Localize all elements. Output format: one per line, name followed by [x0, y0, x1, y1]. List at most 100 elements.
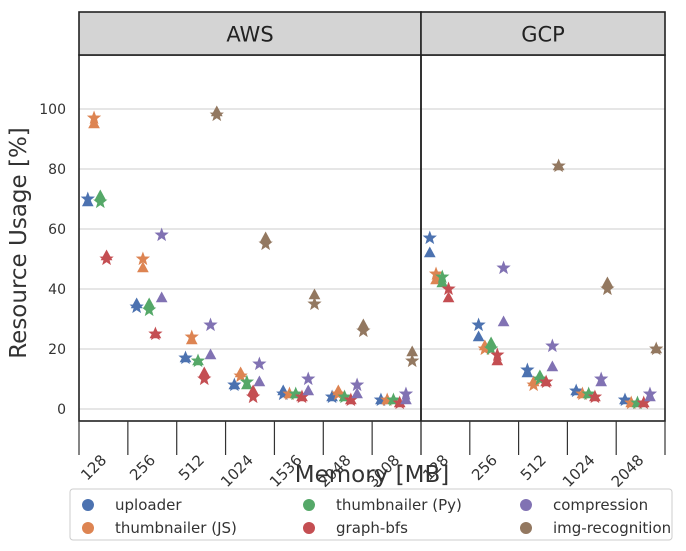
- star-marker: [245, 389, 261, 404]
- y-tick-label: 40: [48, 282, 66, 298]
- panel-strip: [420, 11, 666, 56]
- star-marker: [649, 341, 664, 356]
- legend-label: img-recognition: [553, 519, 671, 537]
- triangle-marker: [155, 291, 168, 303]
- triangle-marker: [472, 330, 485, 342]
- triangle-marker: [436, 276, 449, 288]
- triangle-marker: [88, 117, 100, 129]
- y-tick-label: 100: [39, 102, 66, 118]
- triangle-marker: [442, 291, 455, 303]
- legend-marker: [82, 522, 94, 534]
- legend-marker: [303, 522, 315, 534]
- x-tick-label: 256: [468, 451, 501, 484]
- star-marker: [380, 392, 395, 407]
- star-marker: [636, 395, 651, 410]
- star-marker: [520, 362, 535, 377]
- y-tick-label: 60: [48, 222, 66, 238]
- x-tick-label: 512: [175, 451, 208, 484]
- star-marker: [386, 392, 401, 407]
- star-marker: [129, 299, 144, 314]
- panel-frame: [78, 54, 422, 422]
- star-marker: [551, 158, 566, 173]
- x-tick-label: 256: [126, 451, 159, 484]
- legend-marker: [82, 499, 94, 511]
- star-marker: [324, 389, 340, 404]
- star-marker: [630, 395, 645, 410]
- frame-layer: AWS GCP: [78, 11, 666, 422]
- star-marker: [178, 350, 193, 365]
- star-marker: [227, 377, 242, 392]
- y-tick-label: 0: [57, 402, 66, 418]
- triangle-marker: [204, 348, 217, 360]
- triangle-marker: [497, 315, 510, 327]
- panel-title: GCP: [521, 23, 565, 47]
- star-marker: [93, 194, 108, 209]
- star-marker: [307, 296, 322, 311]
- y-tick-label: 80: [48, 162, 66, 178]
- star-marker: [422, 230, 437, 245]
- y-axis-label: Resource Usage [%]: [6, 127, 32, 359]
- star-marker: [483, 341, 499, 356]
- star-marker: [538, 374, 554, 389]
- legend-label: uploader: [115, 496, 182, 514]
- star-marker: [343, 392, 358, 407]
- star-marker: [569, 383, 584, 398]
- legend-layer: uploader thumbnailer (JS) thumbnailer (Py)…: [69, 488, 673, 541]
- triangle-marker: [423, 246, 436, 258]
- star-marker: [99, 251, 114, 266]
- star-marker: [233, 368, 248, 383]
- star-marker: [86, 110, 102, 125]
- triangle-marker: [406, 345, 419, 357]
- x-axis-label: Memory [MB]: [295, 462, 449, 488]
- triangle-marker: [546, 360, 559, 372]
- star-marker: [135, 251, 151, 266]
- legend-marker: [520, 522, 532, 534]
- star-marker: [600, 281, 615, 296]
- star-marker: [184, 329, 199, 344]
- star-marker: [532, 371, 548, 386]
- star-marker: [197, 371, 212, 386]
- star-marker: [471, 317, 486, 332]
- legend-label: thumbnailer (JS): [115, 519, 237, 537]
- star-marker: [642, 386, 658, 401]
- panel-title: AWS: [226, 23, 273, 47]
- marks-layer: [80, 105, 664, 410]
- x-tick-label: 1024: [217, 451, 257, 491]
- star-marker: [405, 353, 420, 368]
- star-marker: [373, 392, 389, 407]
- star-marker: [190, 353, 206, 368]
- star-marker: [288, 386, 303, 401]
- x-tick-label: 512: [517, 451, 550, 484]
- star-marker: [356, 323, 371, 338]
- star-marker: [337, 389, 352, 404]
- triangle-marker: [302, 384, 315, 396]
- triangle-marker: [137, 261, 149, 273]
- panel-frame: [420, 54, 666, 422]
- legend-label: graph-bfs: [336, 519, 408, 537]
- triangle-marker: [253, 375, 266, 387]
- star-marker: [331, 386, 346, 401]
- star-marker: [545, 338, 560, 353]
- star-marker: [398, 386, 414, 401]
- star-marker: [581, 386, 596, 401]
- star-marker: [441, 281, 456, 296]
- x-tick-label: 128: [77, 451, 110, 484]
- star-marker: [587, 389, 603, 404]
- star-marker: [349, 377, 365, 392]
- star-marker: [617, 392, 633, 407]
- star-marker: [526, 377, 541, 392]
- star-marker: [294, 389, 310, 404]
- legend-marker: [303, 499, 315, 511]
- star-marker: [239, 374, 255, 389]
- triangle-marker: [491, 354, 504, 366]
- triangle-marker: [351, 387, 363, 399]
- star-marker: [435, 269, 450, 284]
- star-marker: [276, 386, 291, 401]
- star-marker: [282, 386, 297, 401]
- panel-strip: [78, 11, 422, 56]
- star-marker: [142, 302, 157, 317]
- star-marker: [392, 395, 407, 410]
- star-marker: [496, 260, 511, 275]
